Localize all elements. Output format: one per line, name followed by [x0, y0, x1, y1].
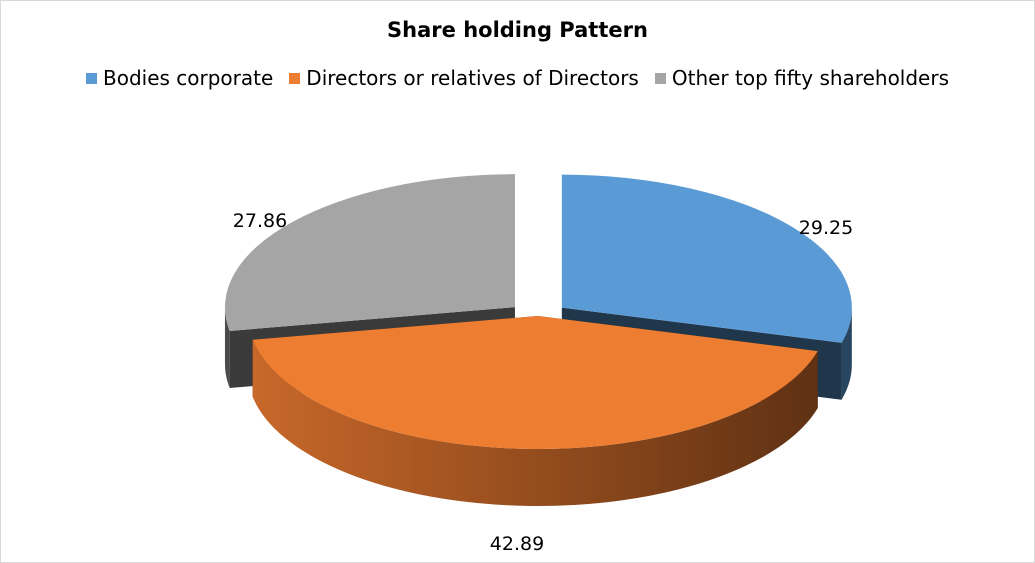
legend-label-directors: Directors or relatives of Directors [306, 66, 639, 90]
slice-other-top-fifty-side [224, 307, 230, 388]
slice-directors-top [252, 316, 818, 450]
legend-item-other-top-fifty: Other top fifty shareholders [654, 66, 950, 90]
legend-item-directors: Directors or relatives of Directors [289, 66, 639, 90]
slice-other-top-fifty-top [224, 174, 515, 331]
chart-legend: Bodies corporate Directors or relatives … [0, 66, 1035, 90]
legend-item-bodies-corporate: Bodies corporate [85, 66, 274, 90]
legend-swatch-other-top-fifty [654, 72, 666, 84]
slice-bodies-corporate-top [561, 174, 852, 343]
slice-bodies-corporate-side [841, 307, 852, 400]
slice-directors [252, 316, 818, 506]
legend-label-bodies-corporate: Bodies corporate [102, 66, 274, 90]
data-label-other-top-fifty: 27.86 [233, 210, 287, 232]
data-label-bodies-corporate: 29.25 [799, 217, 853, 239]
legend-swatch-bodies-corporate [85, 72, 97, 84]
slice-directors-side [252, 339, 818, 506]
legend-label-other-top-fifty: Other top fifty shareholders [671, 66, 950, 90]
data-labels: 29.25 42.89 27.86 [233, 210, 853, 555]
chart-title: Share holding Pattern [387, 18, 648, 42]
pie-slices [224, 174, 852, 506]
legend-swatch-directors [289, 72, 301, 84]
data-label-directors: 42.89 [490, 533, 544, 555]
